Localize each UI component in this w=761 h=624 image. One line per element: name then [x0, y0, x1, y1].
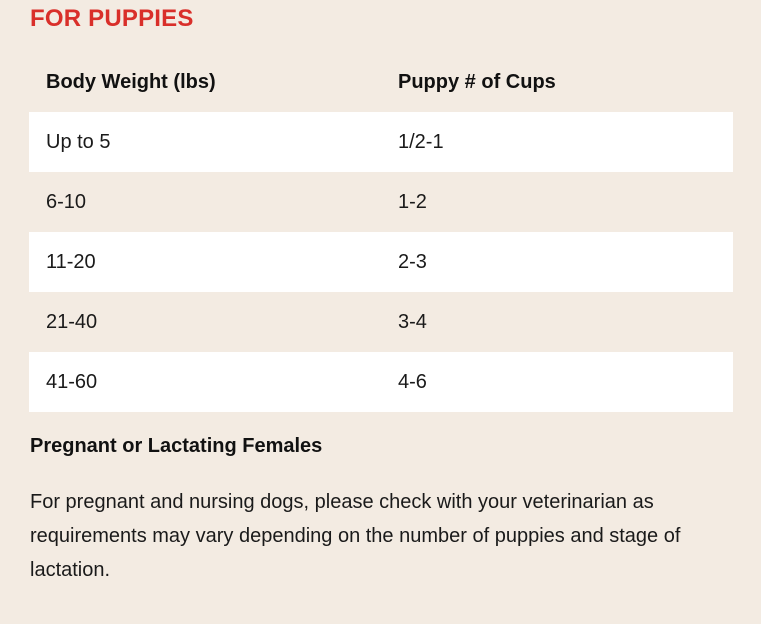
table-row: 41-60 4-6: [29, 352, 733, 412]
table-row: 11-20 2-3: [29, 232, 733, 292]
body-weight-cell: 41-60: [46, 371, 98, 393]
column-header-body-weight: Body Weight (lbs): [46, 71, 216, 93]
column-header-cups: Puppy # of Cups: [398, 71, 556, 93]
cups-cell: 4-6: [398, 371, 427, 393]
feeding-table: Body Weight (lbs) Puppy # of Cups Up to …: [29, 52, 733, 412]
cups-cell: 2-3: [398, 251, 427, 273]
note-heading: Pregnant or Lactating Females: [30, 435, 323, 457]
cups-cell: 1-2: [398, 191, 427, 213]
cups-cell: 1/2-1: [398, 131, 444, 153]
table-row: Up to 5 1/2-1: [29, 112, 733, 172]
table-row: 6-10 1-2: [29, 172, 733, 232]
table-row: 21-40 3-4: [29, 292, 733, 352]
body-weight-cell: 21-40: [46, 311, 98, 333]
section-title: FOR PUPPIES: [30, 5, 194, 32]
table-header-row: Body Weight (lbs) Puppy # of Cups: [29, 52, 733, 112]
cups-cell: 3-4: [398, 311, 427, 333]
body-weight-cell: Up to 5: [46, 131, 111, 153]
body-weight-cell: 11-20: [46, 251, 96, 273]
body-weight-cell: 6-10: [46, 191, 87, 213]
note-body: For pregnant and nursing dogs, please ch…: [30, 491, 681, 581]
